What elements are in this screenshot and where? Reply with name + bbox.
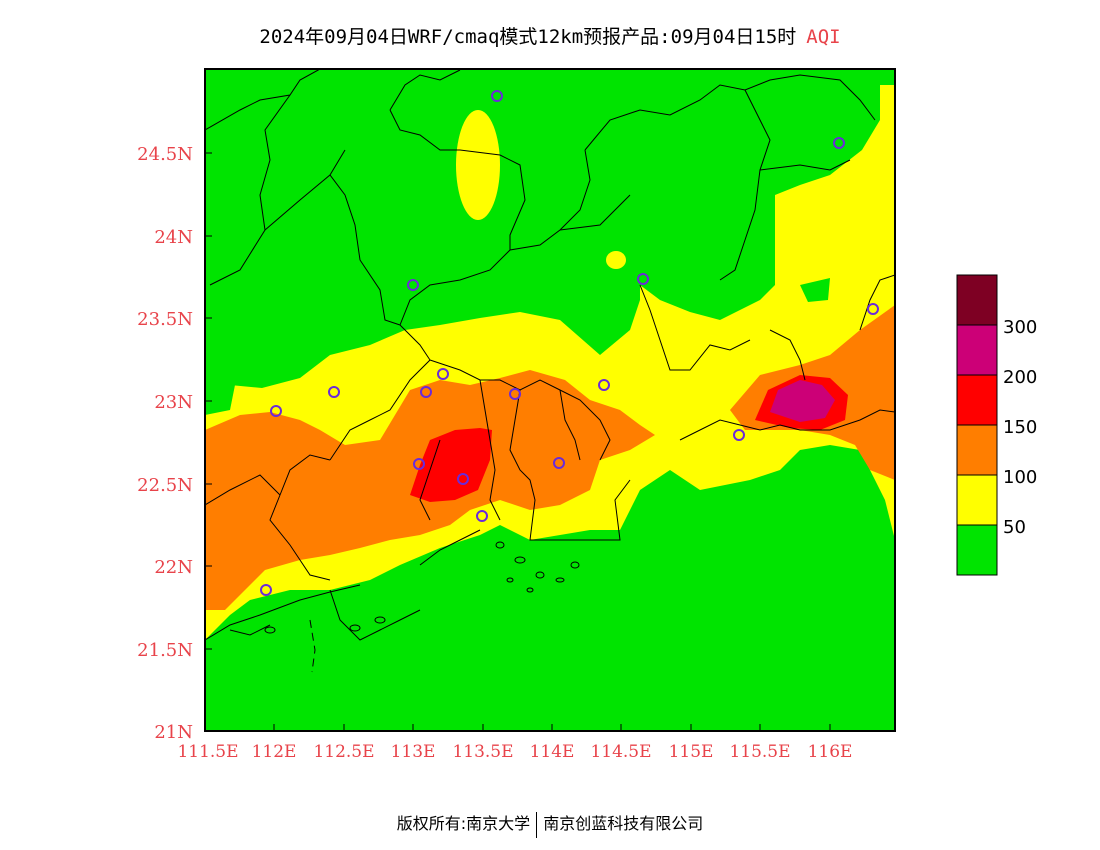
y-axis: 24.5N 24N 23.5N 23N 22.5N 22N 21.5N 21N: [137, 144, 212, 743]
aqi-moderate-patch: [606, 251, 626, 269]
colorbar-label: 200: [1003, 367, 1037, 388]
x-tick-label: 114E: [530, 742, 575, 762]
city-marker: [833, 137, 845, 149]
city-marker: [733, 429, 745, 441]
footer-copyright: 版权所有:南京大学: [396, 814, 531, 833]
y-tick-label: 22.5N: [137, 475, 193, 496]
colorbar-swatch-very-unhealthy: [956, 324, 998, 376]
city-marker: [413, 458, 425, 470]
island-outlines: [264, 541, 580, 634]
x-tick-label: 115.5E: [729, 742, 790, 762]
city-marker: [260, 584, 272, 596]
colorbar-swatch-unhealthy: [956, 374, 998, 426]
aqi-unhealthy-area: [410, 428, 492, 502]
colorbar-swatch-hazardous: [956, 274, 998, 326]
y-tick-label: 21N: [154, 722, 193, 743]
city-marker: [637, 273, 649, 285]
city-marker: [270, 405, 282, 417]
colorbar: 50 100 150 200 300: [956, 274, 1037, 576]
city-marker: [509, 388, 521, 400]
colorbar-swatch-moderate: [956, 474, 998, 526]
x-tick-label: 111.5E: [177, 742, 238, 762]
city-marker: [437, 368, 449, 380]
city-marker: [867, 303, 879, 315]
footer-company: 南京创蓝科技有限公司: [543, 814, 704, 833]
colorbar-swatch-good: [956, 524, 998, 576]
x-tick-label: 113E: [391, 742, 436, 762]
colorbar-label: 150: [1003, 417, 1037, 438]
copyright-footer: 版权所有:南京大学 南京创蓝科技有限公司: [0, 810, 1100, 838]
y-tick-label: 24.5N: [137, 144, 193, 165]
aqi-good-patch: [205, 350, 235, 415]
colorbar-swatch-sensitive: [956, 424, 998, 476]
colorbar-label: 50: [1003, 517, 1026, 538]
colorbar-label: 300: [1003, 317, 1037, 338]
x-tick-label: 116E: [808, 742, 853, 762]
city-markers: [260, 90, 879, 596]
x-tick-label: 112.5E: [313, 742, 374, 762]
aqi-good-patch: [800, 278, 830, 302]
city-marker: [491, 90, 503, 102]
y-tick-label: 21.5N: [137, 640, 193, 661]
y-tick-label: 24N: [154, 227, 193, 248]
x-tick-label: 114.5E: [590, 742, 651, 762]
title-variable: AQI: [806, 26, 841, 48]
city-marker: [598, 379, 610, 391]
city-marker: [328, 386, 340, 398]
city-marker: [420, 386, 432, 398]
map-title: 2024年09月04日WRF/cmaq模式12km预报产品:09月04日15时 A…: [0, 22, 1100, 49]
city-marker: [407, 279, 419, 291]
colorbar-label: 100: [1003, 467, 1037, 488]
aqi-very-unhealthy-area: [770, 380, 835, 422]
city-marker: [457, 473, 469, 485]
x-axis: 111.5E 112E 112.5E 113E 113.5E 114E 114.…: [177, 724, 852, 762]
admin-boundaries: [205, 69, 895, 673]
x-tick-label: 113.5E: [452, 742, 513, 762]
aqi-field: [205, 69, 895, 731]
footer-divider: [536, 811, 538, 838]
x-tick-label: 112E: [252, 742, 297, 762]
y-tick-label: 22N: [154, 557, 193, 578]
y-tick-label: 23N: [154, 392, 193, 413]
aqi-moderate-patch: [456, 110, 500, 220]
city-marker: [553, 457, 565, 469]
title-main: 2024年09月04日WRF/cmaq模式12km预报产品:09月04日15时: [259, 26, 797, 48]
x-tick-label: 115E: [669, 742, 714, 762]
plot-frame: [204, 68, 896, 732]
city-marker: [476, 510, 488, 522]
y-tick-label: 23.5N: [137, 309, 193, 330]
